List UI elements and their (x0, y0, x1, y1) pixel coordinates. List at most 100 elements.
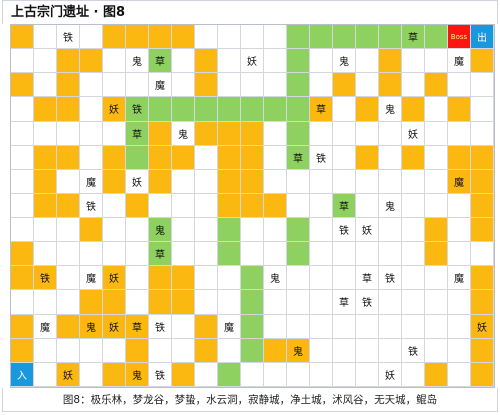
maze-cell (195, 97, 218, 122)
maze-cell (172, 145, 195, 170)
maze-cell (172, 193, 195, 218)
maze-cell (149, 97, 172, 122)
maze-cell (57, 121, 80, 146)
maze-cell (241, 145, 264, 170)
maze-cell (402, 145, 425, 170)
maze-cell (287, 218, 310, 243)
maze-cell: 魔 (80, 169, 103, 194)
maze-cell: 妖 (379, 362, 402, 387)
maze-cell (379, 290, 402, 315)
maze-cell (471, 121, 494, 146)
maze-cell (34, 49, 57, 74)
maze-cell: 魔 (149, 73, 172, 98)
maze-cell (241, 73, 264, 98)
maze-cell (34, 169, 57, 194)
maze-cell (425, 242, 448, 267)
maze-cell (379, 121, 402, 146)
maze-cell: 妖 (103, 266, 126, 291)
maze-cell (11, 338, 34, 363)
maze-cell (195, 169, 218, 194)
maze-cell (172, 49, 195, 74)
maze-cell (425, 49, 448, 74)
maze-cell (57, 338, 80, 363)
maze-cell (356, 97, 379, 122)
maze-cell (402, 97, 425, 122)
maze-cell (172, 73, 195, 98)
maze-cell (287, 193, 310, 218)
maze-cell: 铁 (149, 314, 172, 339)
maze-cell (448, 97, 471, 122)
maze-cell: 铁 (402, 338, 425, 363)
maze-cell (471, 97, 494, 122)
maze-cell (448, 218, 471, 243)
maze-cell (471, 338, 494, 363)
maze-cell (379, 49, 402, 74)
maze-cell (149, 121, 172, 146)
maze-cell (149, 169, 172, 194)
maze-cell (126, 25, 149, 50)
maze-cell (356, 49, 379, 74)
maze-cell (172, 218, 195, 243)
maze-cell (126, 73, 149, 98)
maze-cell (425, 314, 448, 339)
maze-cell (310, 242, 333, 267)
maze-cell (471, 362, 494, 387)
maze-cell (425, 338, 448, 363)
maze-cell: 铁 (379, 266, 402, 291)
maze-cell: 铁 (333, 218, 356, 243)
maze-cell (333, 362, 356, 387)
maze-cell (195, 193, 218, 218)
maze-cell (471, 266, 494, 291)
maze-cell (402, 73, 425, 98)
maze-cell: 妖 (356, 218, 379, 243)
maze-cell: 鬼 (172, 121, 195, 146)
maze-cell (471, 242, 494, 267)
map-title: 上古宗门遗址 · 图8 (2, 0, 498, 24)
maze-cell: 妖 (57, 362, 80, 387)
maze-cell (149, 25, 172, 50)
maze-cell (264, 145, 287, 170)
maze-cell (425, 193, 448, 218)
maze-cell (126, 338, 149, 363)
maze-cell (57, 145, 80, 170)
maze-cell (241, 97, 264, 122)
maze-cell (379, 314, 402, 339)
maze-cell (241, 193, 264, 218)
maze-cell (218, 290, 241, 315)
maze-cell (34, 242, 57, 267)
maze-cell (218, 362, 241, 387)
maze-cell (149, 193, 172, 218)
maze-cell (264, 193, 287, 218)
maze-cell (80, 362, 103, 387)
maze-cell (287, 25, 310, 50)
maze-cell (264, 73, 287, 98)
maze-cell (57, 97, 80, 122)
maze-cell (264, 338, 287, 363)
maze-cell (287, 49, 310, 74)
maze-cell (333, 242, 356, 267)
maze-cell (149, 266, 172, 291)
maze-cell (57, 169, 80, 194)
maze-cell (172, 97, 195, 122)
maze-cell (241, 290, 264, 315)
maze-cell (80, 121, 103, 146)
maze-cell (34, 290, 57, 315)
maze-cell (379, 145, 402, 170)
maze-cell (241, 242, 264, 267)
maze-cell (402, 290, 425, 315)
maze-cell (103, 169, 126, 194)
maze-cell (103, 242, 126, 267)
maze-cell (356, 73, 379, 98)
maze-cell (287, 266, 310, 291)
maze-cell (172, 314, 195, 339)
maze-cell (126, 290, 149, 315)
maze-cell: 妖 (471, 314, 494, 339)
maze-cell: 魔 (448, 169, 471, 194)
maze-cell (195, 73, 218, 98)
maze-cell (80, 290, 103, 315)
maze-cell (448, 193, 471, 218)
maze-cell (195, 338, 218, 363)
maze-cell (310, 73, 333, 98)
maze-cell (448, 314, 471, 339)
maze-cell (172, 290, 195, 315)
